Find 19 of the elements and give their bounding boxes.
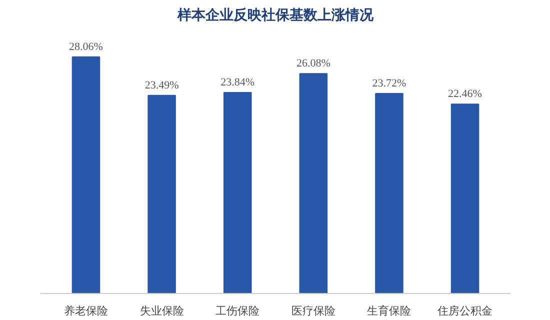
x-tick-label: 失业保险 — [140, 304, 184, 318]
bar — [72, 56, 100, 294]
bar — [299, 73, 328, 294]
bar — [148, 94, 176, 294]
bar — [223, 92, 252, 294]
bar — [450, 104, 480, 294]
data-label: 23.72% — [372, 77, 406, 90]
x-tick-label: 生育保险 — [367, 304, 412, 318]
x-tick-label: 住房公积金 — [438, 304, 493, 318]
x-tick-label: 工伤保险 — [216, 304, 260, 318]
bar — [375, 92, 404, 294]
data-label: 28.06% — [69, 40, 103, 53]
data-label: 23.84% — [220, 76, 255, 88]
chart-title: 样本企业反映社保基数上涨情况 — [176, 6, 374, 24]
x-tick-label: 医疗保险 — [291, 304, 336, 318]
data-label: 22.46% — [448, 88, 482, 100]
data-label: 23.49% — [144, 79, 179, 92]
data-label: 26.08% — [296, 58, 330, 70]
x-tick-label: 养老保险 — [64, 304, 108, 318]
